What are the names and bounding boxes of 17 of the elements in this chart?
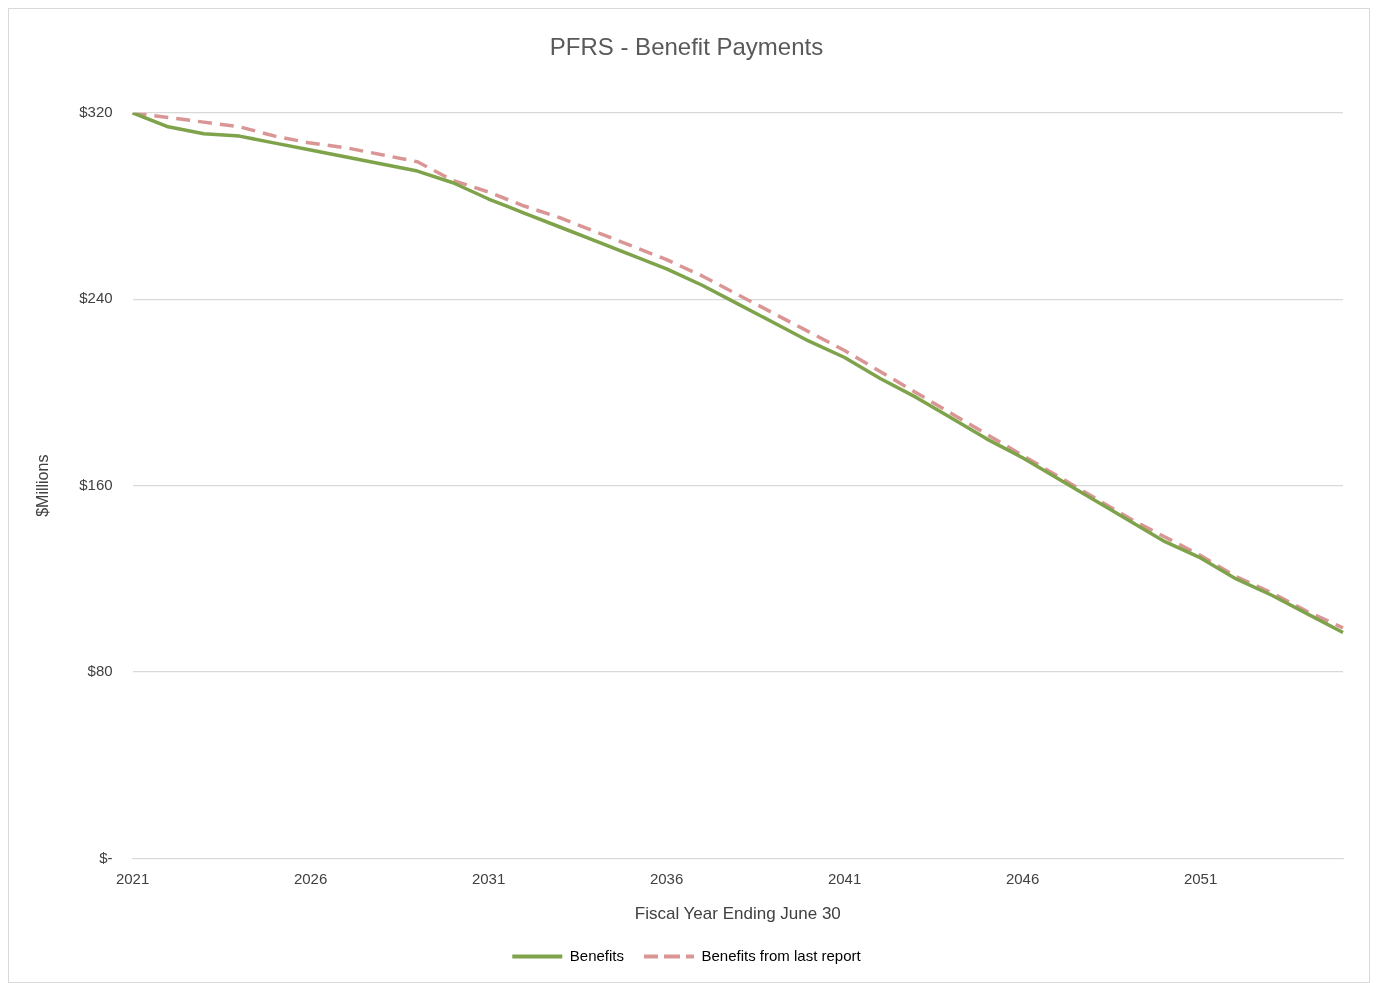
x-tick-label: 2051 <box>1183 869 1218 887</box>
y-axis-title: $Millions <box>34 454 52 517</box>
x-tick-label: 2031 <box>471 869 506 887</box>
legend-label: Benefits from last report <box>701 946 862 964</box>
legend-label: Benefits <box>569 946 624 964</box>
y-tick-label: $- <box>99 848 113 866</box>
chart-title: PFRS - Benefit Payments <box>549 33 824 61</box>
x-tick-label: 2026 <box>293 869 328 887</box>
y-tick-label: $160 <box>79 475 113 493</box>
y-tick-label: $240 <box>79 289 113 307</box>
x-tick-label: 2046 <box>1005 869 1040 887</box>
x-axis-title: Fiscal Year Ending June 30 <box>634 904 841 924</box>
y-tick-label: $320 <box>79 102 113 120</box>
x-tick-label: 2036 <box>649 869 684 887</box>
x-tick-label: 2041 <box>827 869 862 887</box>
x-tick-label: 2021 <box>115 869 150 887</box>
y-tick-label: $80 <box>87 662 113 680</box>
